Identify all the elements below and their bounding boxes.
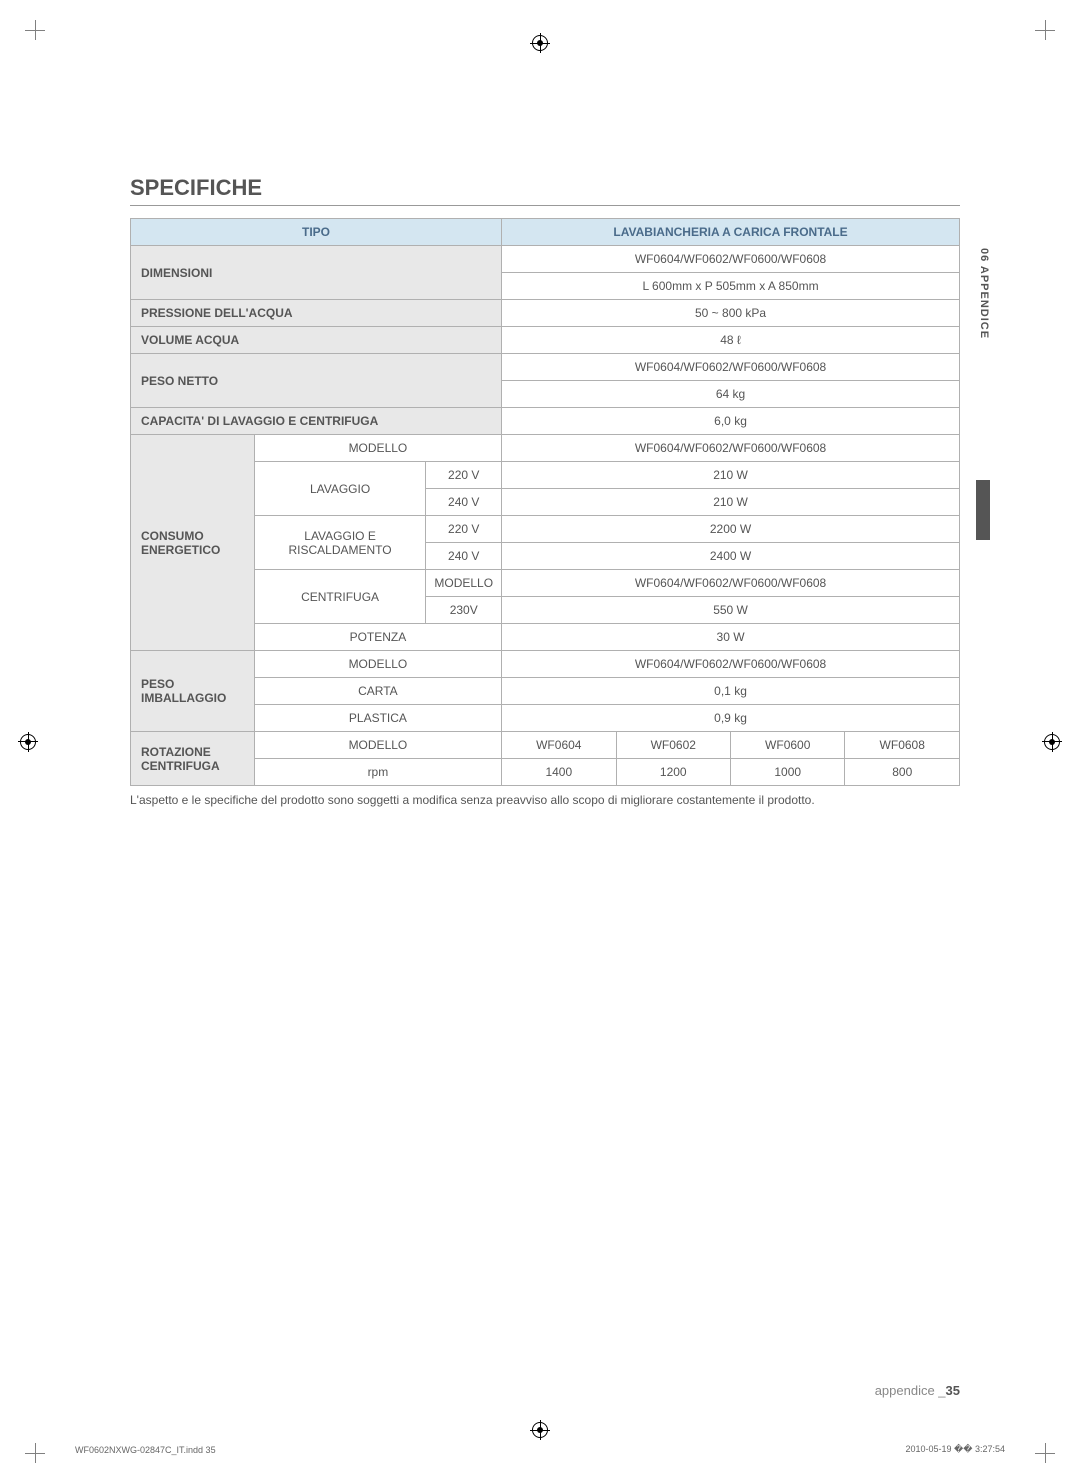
crop-mark: [25, 20, 45, 40]
row-water-label: VOLUME ACQUA: [131, 327, 502, 354]
v240: 240 V: [426, 489, 502, 516]
v220-b: 220 V: [426, 516, 502, 543]
v220: 220 V: [426, 462, 502, 489]
caption-text: L'aspetto e le specifiche del prodotto s…: [130, 792, 960, 809]
row-dimensions-value: L 600mm x P 505mm x A 850mm: [502, 273, 960, 300]
rot-modello: MODELLO: [254, 732, 501, 759]
lavr-220: 2200 W: [502, 516, 960, 543]
footer-timestamp: 2010-05-19 �� 3:27:54: [905, 1444, 1005, 1455]
potenza-val: 30 W: [502, 624, 960, 651]
cent-230: 550 W: [502, 597, 960, 624]
registration-mark-icon: [1044, 734, 1060, 750]
plastica-val: 0,9 kg: [502, 705, 960, 732]
header-type: TIPO: [131, 219, 502, 246]
side-tab-label: 06 APPENDICE: [978, 248, 990, 339]
row-consumption-label: CONSUMO ENERGETICO: [131, 435, 255, 651]
rpm3: 1000: [731, 759, 845, 786]
row-dimensions-model: WF0604/WF0602/WF0600/WF0608: [502, 246, 960, 273]
lavr-240: 2400 W: [502, 543, 960, 570]
row-pressure-value: 50 ~ 800 kPa: [502, 300, 960, 327]
lav-240: 210 W: [502, 489, 960, 516]
row-netweight-label: PESO NETTO: [131, 354, 502, 408]
rpm2: 1200: [616, 759, 730, 786]
row-capacity-value: 6,0 kg: [502, 408, 960, 435]
carta-val: 0,1 kg: [502, 678, 960, 705]
row-rotazione-label: ROTAZIONE CENTRIFUGA: [131, 732, 255, 786]
sub-lavaggio: LAVAGGIO: [254, 462, 426, 516]
rpm1: 1400: [502, 759, 616, 786]
lav-220: 210 W: [502, 462, 960, 489]
row-capacity-label: CAPACITA' DI LAVAGGIO E CENTRIFUGA: [131, 408, 502, 435]
peso-model: WF0604/WF0602/WF0600/WF0608: [502, 651, 960, 678]
row-netweight-value: 64 kg: [502, 381, 960, 408]
registration-mark-icon: [532, 35, 548, 51]
sub-carta: CARTA: [254, 678, 501, 705]
row-peso-label: PESO IMBALLAGGIO: [131, 651, 255, 732]
side-bar-marker: [976, 480, 990, 540]
rot-m4: WF0608: [845, 732, 960, 759]
footer-page-number: 35: [946, 1383, 960, 1398]
rot-m1: WF0604: [502, 732, 616, 759]
registration-mark-icon: [20, 734, 36, 750]
page-content: SPECIFICHE TIPO LAVABIANCHERIA A CARICA …: [0, 0, 1080, 809]
header-product: LAVABIANCHERIA A CARICA FRONTALE: [502, 219, 960, 246]
footer-page-label: appendice _35: [875, 1383, 960, 1398]
cent-model: WF0604/WF0602/WF0600/WF0608: [502, 570, 960, 597]
sub-modello: MODELLO: [254, 435, 501, 462]
rot-m3: WF0600: [731, 732, 845, 759]
sub-plastica: PLASTICA: [254, 705, 501, 732]
row-netweight-model: WF0604/WF0602/WF0600/WF0608: [502, 354, 960, 381]
sub-centrifuga: CENTRIFUGA: [254, 570, 426, 624]
v240-b: 240 V: [426, 543, 502, 570]
sub-rpm: rpm: [254, 759, 501, 786]
consumption-model: WF0604/WF0602/WF0600/WF0608: [502, 435, 960, 462]
specifications-table: TIPO LAVABIANCHERIA A CARICA FRONTALE DI…: [130, 218, 960, 786]
cent-modello: MODELLO: [426, 570, 502, 597]
rpm4: 800: [845, 759, 960, 786]
footer-right-text: appendice _: [875, 1383, 946, 1398]
sub-lavaggio-e: LAVAGGIO E RISCALDAMENTO: [254, 516, 426, 570]
sub-potenza: POTENZA: [254, 624, 501, 651]
peso-modello: MODELLO: [254, 651, 501, 678]
page-title: SPECIFICHE: [130, 175, 960, 206]
crop-mark: [1035, 1443, 1055, 1463]
rot-m2: WF0602: [616, 732, 730, 759]
row-pressure-label: PRESSIONE DELL'ACQUA: [131, 300, 502, 327]
v230: 230V: [426, 597, 502, 624]
footer-file-name: WF0602NXWG-02847C_IT.indd 35: [75, 1445, 216, 1455]
row-dimensions-label: DIMENSIONI: [131, 246, 502, 300]
crop-mark: [1035, 20, 1055, 40]
row-water-value: 48 ℓ: [502, 327, 960, 354]
crop-mark: [25, 1443, 45, 1463]
registration-mark-icon: [532, 1422, 548, 1438]
